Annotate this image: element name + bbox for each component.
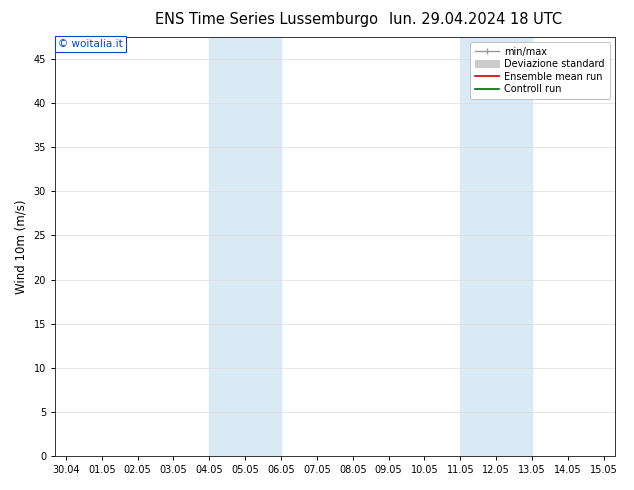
Y-axis label: Wind 10m (m/s): Wind 10m (m/s) [15,199,28,294]
Text: ENS Time Series Lussemburgo: ENS Time Series Lussemburgo [155,12,378,27]
Bar [245,37,281,456]
Bar [460,37,496,456]
Bar [496,37,532,456]
Text: © woitalia.it: © woitalia.it [58,39,122,49]
Text: lun. 29.04.2024 18 UTC: lun. 29.04.2024 18 UTC [389,12,562,27]
Bar [209,37,245,456]
Legend: min/max, Deviazione standard, Ensemble mean run, Controll run: min/max, Deviazione standard, Ensemble m… [470,42,610,99]
